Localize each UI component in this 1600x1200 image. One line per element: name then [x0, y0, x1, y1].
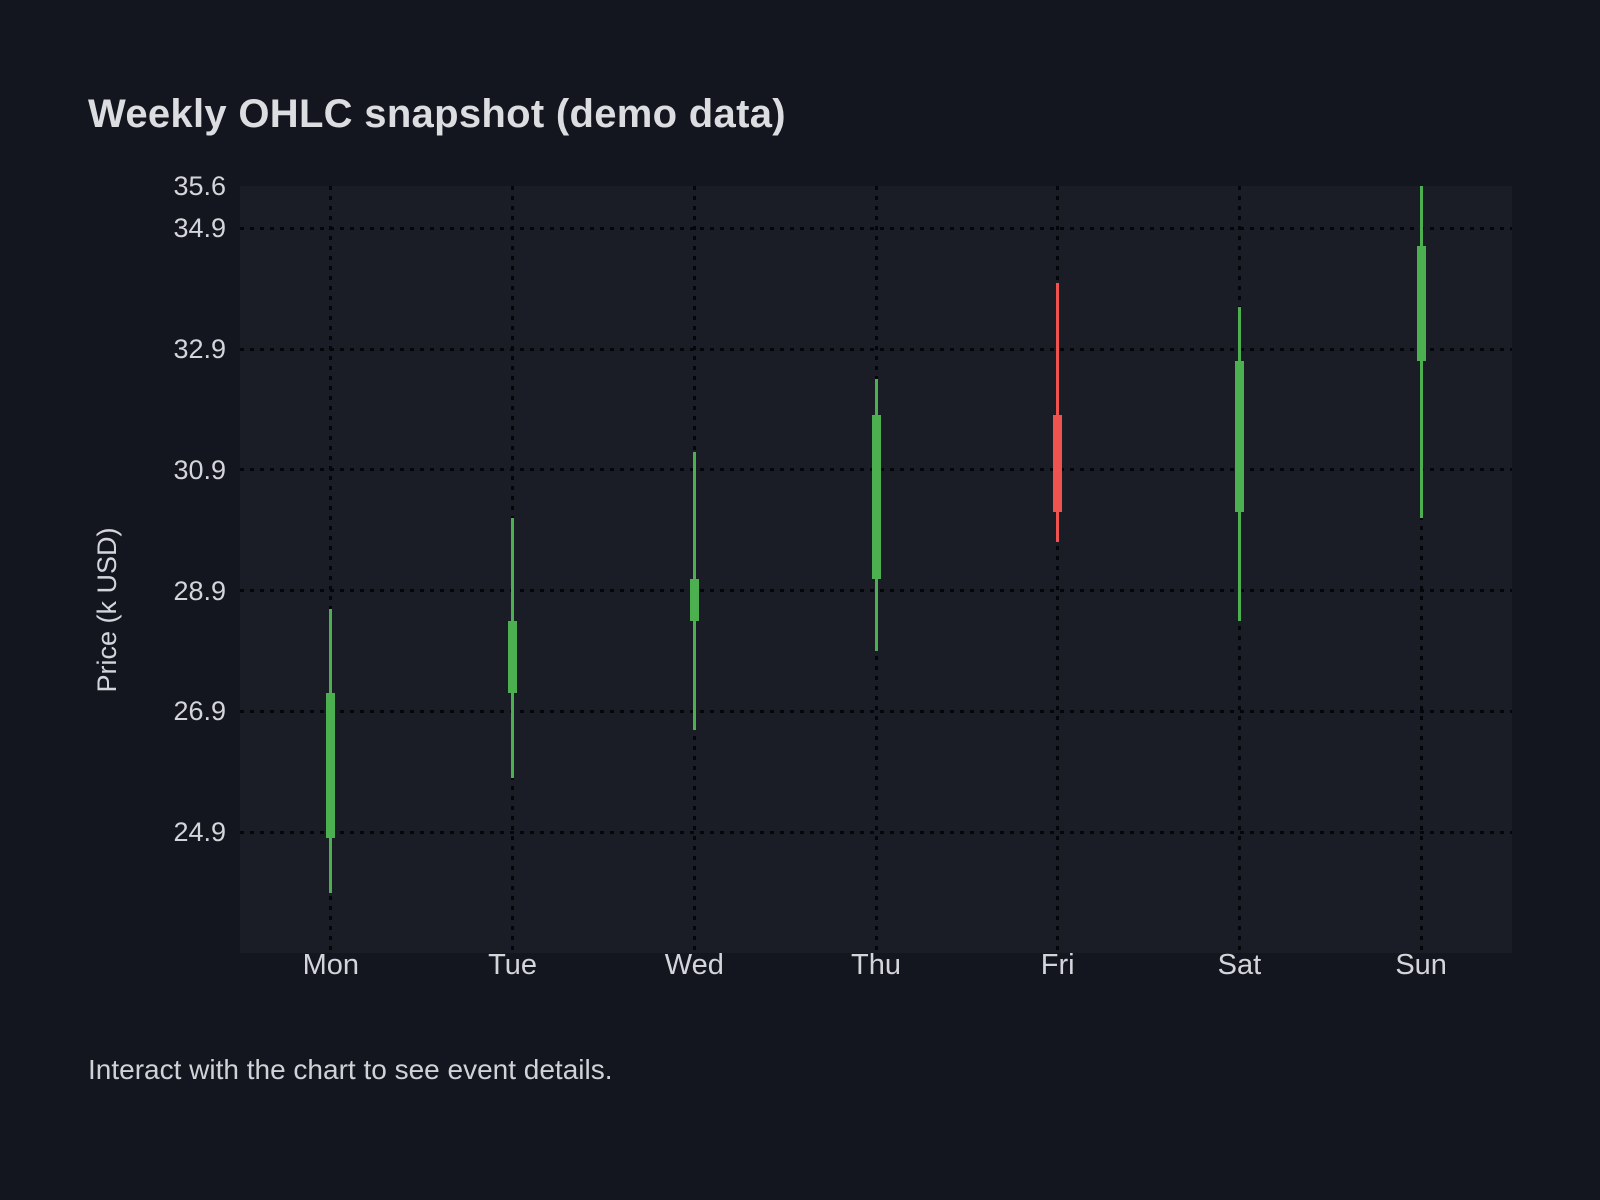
candle-wed[interactable]: [684, 186, 704, 953]
candle-sun[interactable]: [1411, 186, 1431, 953]
x-tick-label: Mon: [302, 949, 360, 981]
plot-area[interactable]: [240, 186, 1512, 953]
candle-body: [1234, 361, 1244, 513]
candle-body: [508, 620, 518, 694]
candle-body: [871, 415, 881, 579]
x-tick-label: Sat: [1217, 949, 1262, 981]
x-tick-label: Wed: [664, 949, 724, 981]
y-tick-label: 34.9: [173, 213, 226, 244]
v-gridline: [1419, 186, 1423, 953]
candle-mon[interactable]: [321, 186, 341, 953]
y-tick-label: 26.9: [173, 696, 226, 727]
y-tick-label: 35.6: [173, 171, 226, 201]
x-tick-label: Sun: [1395, 949, 1447, 981]
v-gridline: [329, 186, 333, 953]
candle-body: [1416, 246, 1426, 362]
candle-body: [326, 693, 336, 839]
chart-title: Weekly OHLC snapshot (demo data): [88, 92, 786, 136]
y-tick-label: 30.9: [173, 454, 226, 485]
y-tick-label: 28.9: [173, 575, 226, 606]
chart-caption: Interact with the chart to see event det…: [88, 1054, 613, 1085]
candle-wick: [1056, 282, 1060, 543]
candle-fri[interactable]: [1048, 186, 1068, 953]
candle-sat[interactable]: [1229, 186, 1249, 953]
candle-body: [689, 578, 699, 621]
y-tick-label: 32.9: [173, 334, 226, 365]
candle-tue[interactable]: [503, 186, 523, 953]
candle-body: [1053, 415, 1063, 513]
y-tick-label: 24.9: [173, 817, 226, 848]
x-tick-label: Tue: [488, 949, 538, 981]
candle-thu[interactable]: [866, 186, 886, 953]
v-gridline: [1056, 186, 1060, 953]
x-tick-label: Thu: [851, 949, 901, 981]
x-tick-label: Fri: [1040, 949, 1075, 981]
